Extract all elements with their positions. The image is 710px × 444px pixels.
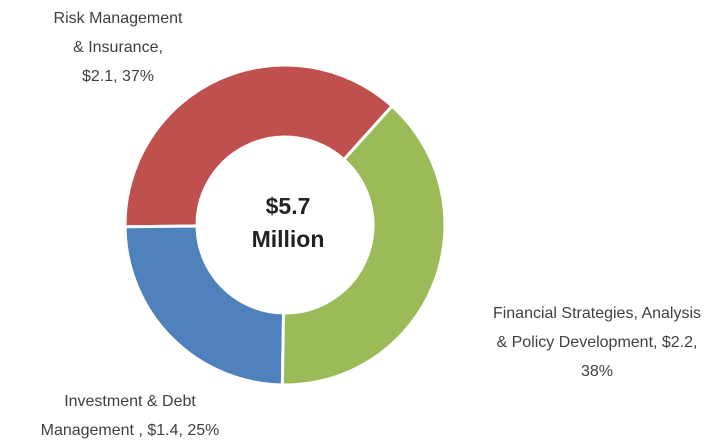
donut-segment — [123, 63, 395, 229]
data-label: Management , $1.4, 25% — [41, 422, 220, 439]
donut-segment — [123, 224, 286, 387]
data-label: & Policy Development, $2.2, — [497, 334, 698, 351]
data-label: & Insurance, — [73, 39, 163, 56]
data-label: Financial Strategies, Analysis — [493, 305, 701, 322]
center-label: $5.7 — [266, 193, 311, 219]
data-label: 38% — [581, 363, 613, 380]
center-label: Million — [252, 226, 325, 252]
data-label: Risk Management — [54, 10, 184, 27]
data-label: $2.1, 37% — [82, 68, 154, 85]
donut-segment — [280, 103, 447, 387]
data-label: Investment & Debt — [64, 393, 196, 410]
